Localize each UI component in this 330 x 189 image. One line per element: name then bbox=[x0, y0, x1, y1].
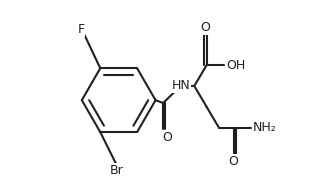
Text: O: O bbox=[200, 21, 210, 34]
Text: OH: OH bbox=[226, 59, 246, 72]
Text: NH₂: NH₂ bbox=[253, 121, 277, 134]
Text: HN: HN bbox=[171, 79, 190, 92]
Text: Br: Br bbox=[110, 164, 124, 177]
Text: O: O bbox=[228, 155, 238, 168]
Text: F: F bbox=[77, 23, 84, 36]
Text: O: O bbox=[162, 131, 172, 143]
